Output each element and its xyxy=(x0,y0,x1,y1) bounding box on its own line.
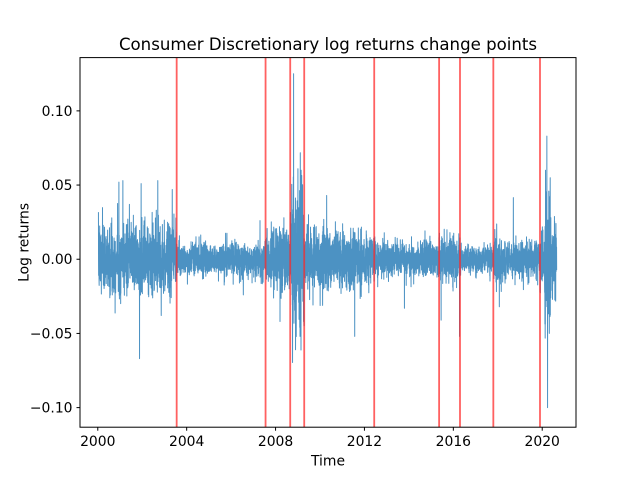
x-tick-label: 2008 xyxy=(258,434,293,450)
changepoint-lines xyxy=(175,57,541,428)
x-tick-label: 2004 xyxy=(169,434,205,450)
y-tick-label: 0.05 xyxy=(42,178,73,194)
y-tick-label: 0.10 xyxy=(42,104,73,120)
x-tick-label: 2020 xyxy=(525,434,560,450)
axes-spines xyxy=(79,57,577,428)
x-axis: 2000 2004 2008 2012 2016 2020 xyxy=(80,427,560,450)
x-tick-label: 2000 xyxy=(80,434,115,450)
x-tick-label: 2016 xyxy=(436,434,471,450)
x-tick-label: 2012 xyxy=(347,434,382,450)
log-returns-series xyxy=(97,73,558,409)
y-axis-label: Log returns xyxy=(17,203,33,282)
y-axis: 0.10 0.05 0.00 −0.05 −0.10 xyxy=(30,104,80,417)
y-tick-label: 0.00 xyxy=(42,252,73,268)
y-tick-label: −0.10 xyxy=(30,401,73,417)
x-axis-label: Time xyxy=(310,454,345,470)
y-tick-label: −0.05 xyxy=(30,326,73,342)
chart-title: Consumer Discretionary log returns chang… xyxy=(119,35,537,54)
series-group xyxy=(97,73,558,409)
